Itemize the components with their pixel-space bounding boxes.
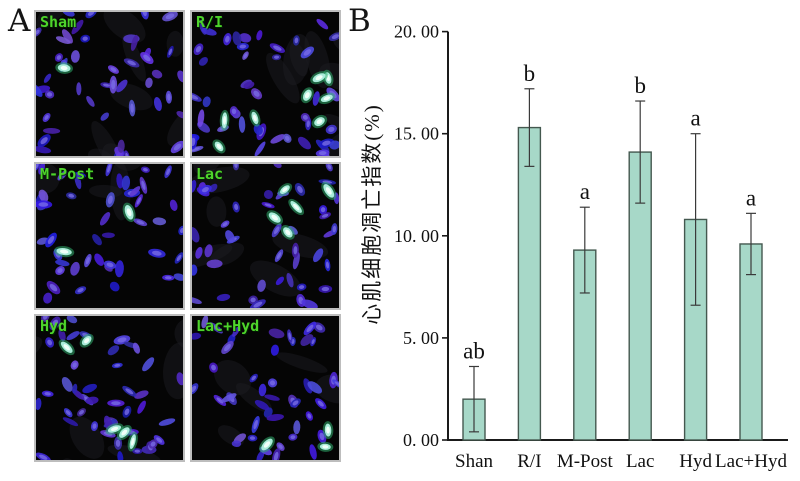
micrograph-sham: Sham: [34, 10, 185, 158]
micrograph-label: Lac: [196, 165, 224, 183]
sig-letter: ab: [463, 338, 485, 363]
micrograph-hyd: Hyd: [34, 314, 185, 462]
y-tick-label: 5. 00: [403, 328, 439, 348]
sig-letter: b: [524, 61, 536, 86]
micrograph-label: M-Post: [40, 165, 95, 183]
micrograph-label: Sham: [40, 13, 77, 31]
x-category-label: Shan: [455, 451, 494, 472]
x-category-label: Lac: [626, 451, 654, 472]
micrograph-r-i: R/I: [190, 10, 341, 158]
sig-letter: a: [580, 179, 590, 204]
bar-r-i: [517, 126, 542, 441]
micrograph-label: R/I: [196, 13, 224, 31]
x-category-label: R/I: [517, 451, 541, 472]
x-category-label: Lac+Hyd: [715, 451, 787, 472]
micrograph-m-post: M-Post: [34, 162, 185, 310]
micrograph-lac: Lac: [190, 162, 341, 310]
sig-letter: a: [690, 106, 700, 131]
y-tick-label: 10. 00: [394, 226, 439, 246]
micrograph-label: Lac+Hyd: [196, 317, 260, 335]
y-tick-label: 15. 00: [394, 124, 439, 144]
micrograph-label: Hyd: [40, 317, 68, 335]
y-tick-label: 0. 00: [403, 430, 439, 450]
y-tick-label: 20. 00: [394, 22, 439, 42]
micrograph-lac-hyd: Lac+Hyd: [190, 314, 341, 462]
x-category-label: M-Post: [557, 451, 614, 472]
panel-a-letter: A: [8, 3, 31, 39]
panel-b-letter: B: [348, 3, 371, 39]
sig-letter: a: [746, 185, 756, 210]
sig-letter: b: [634, 73, 646, 98]
x-category-label: Hyd: [679, 451, 712, 472]
